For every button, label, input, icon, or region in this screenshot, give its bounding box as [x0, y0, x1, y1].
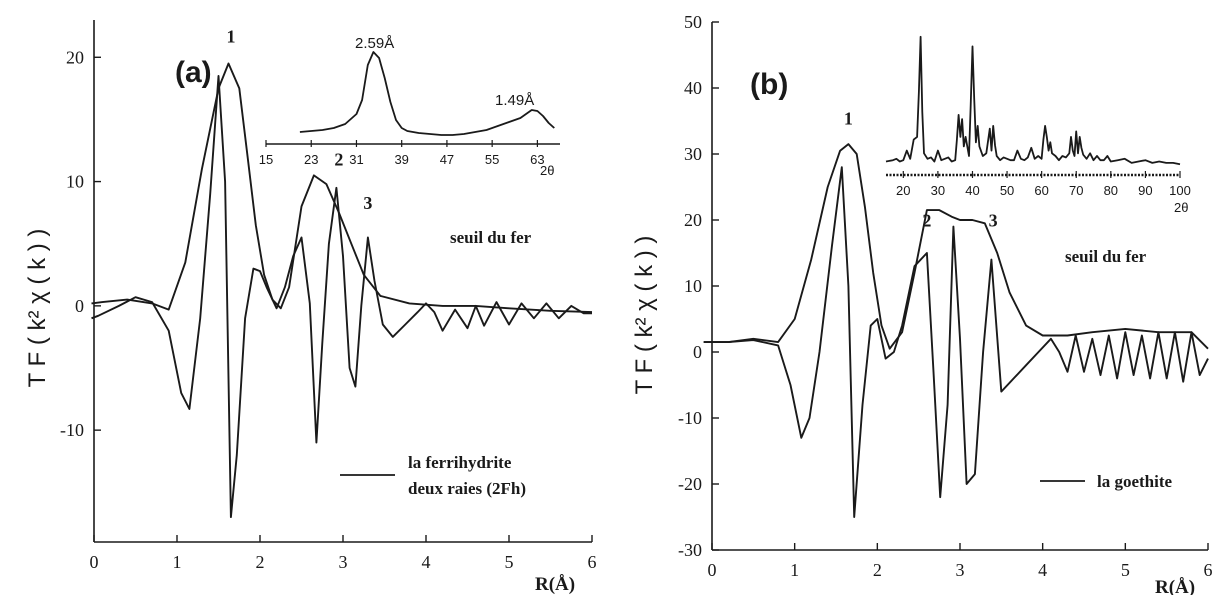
- panel-a-inset-x-tick-label: 31: [349, 152, 363, 167]
- panel-a-inset: 2.59Å 1.49Å 2θ 15 23 31 39 47 55 63: [259, 35, 560, 178]
- panel-b-inset-x-tick-label: 40: [965, 183, 979, 198]
- panel-b-ylabel: T F ( k² χ ( k ) ): [631, 236, 658, 395]
- panel-a-ylabel: T F ( k² χ ( k ) ): [24, 229, 51, 388]
- panel-a: (a) T F ( k² χ ( k ) ) R(Å) seuil du fer…: [24, 20, 597, 595]
- panel-b-peak-label: 3: [989, 211, 998, 231]
- panel-b-annotation: seuil du fer: [1065, 247, 1147, 266]
- panel-a-inset-peak-2: 1.49Å: [495, 92, 534, 109]
- panel-b-inset: 2θ 20 30 40 50 60 70 80 90 100: [885, 35, 1191, 215]
- panel-b-y-tick-label: -10: [678, 408, 702, 428]
- panel-b-inset-x-tick-label: 50: [1000, 183, 1014, 198]
- panel-a-x-tick-label: 0: [90, 552, 99, 572]
- panel-a-x-tick-label: 5: [505, 552, 514, 572]
- panel-b-y-tick-label: 0: [693, 342, 702, 362]
- panel-b-series-envelope: [703, 143, 1209, 350]
- panel-b-inset-x-tick-label: 100: [1169, 183, 1191, 198]
- panel-a-inset-x-tick-label: 39: [394, 152, 408, 167]
- panel-a-annotation: seuil du fer: [450, 228, 532, 247]
- panel-a-inset-peak-1: 2.59Å: [355, 35, 394, 52]
- panel-b-y-tick-label: 30: [684, 144, 702, 164]
- panel-a-inset-x-tick-label: 63: [530, 152, 544, 167]
- panel-b-inset-x-tick-label: 60: [1034, 183, 1048, 198]
- panel-b-inset-x-tick-label: 20: [896, 183, 910, 198]
- panel-a-peak-label: 2: [334, 149, 343, 169]
- panel-a-x-tick-label: 3: [339, 552, 348, 572]
- panel-a-x-tick-label: 2: [256, 552, 265, 572]
- panel-b-peak-label: 1: [844, 108, 853, 128]
- panel-b-x-tick-label: 2: [873, 560, 882, 580]
- panel-b-x-tick-label: 5: [1121, 560, 1130, 580]
- panel-a-x-tick-label: 6: [588, 552, 597, 572]
- panel-b-x-tick-label: 1: [790, 560, 799, 580]
- panel-a-inset-series: [299, 51, 555, 136]
- panel-b-series-imaginary-part: [703, 166, 1209, 518]
- panel-a-legend-line1: la ferrihydrite: [408, 453, 512, 472]
- panel-b-x-tick-label: 6: [1204, 560, 1213, 580]
- panel-b-inset-x-tick-label: 70: [1069, 183, 1083, 198]
- panel-a-y-tick-label: 20: [66, 47, 84, 67]
- panel-a-inset-x-tick-label: 55: [485, 152, 499, 167]
- panel-a-series-imaginary-part: [91, 74, 592, 519]
- panel-a-peak-label: 3: [363, 193, 372, 213]
- panel-b-peak-label: 2: [922, 211, 931, 231]
- panel-a-label: (a): [175, 56, 212, 89]
- panel-a-x-tick-label: 1: [173, 552, 182, 572]
- panel-b-y-tick-label: 40: [684, 78, 702, 98]
- panel-b-x-tick-label: 3: [956, 560, 965, 580]
- panel-a-inset-xlabel: 2θ: [540, 163, 554, 178]
- panel-a-inset-x-tick-label: 47: [440, 152, 454, 167]
- panel-b-inset-series: [885, 35, 1181, 166]
- panel-a-x-tick-label: 4: [422, 552, 431, 572]
- panel-b-x-tick-label: 0: [708, 560, 717, 580]
- panel-a-xlabel: R(Å): [535, 574, 575, 595]
- panel-a-y-tick-label: 0: [75, 296, 84, 316]
- panel-a-inset-x-tick-label: 23: [304, 152, 318, 167]
- panel-b-y-tick-label: -20: [678, 474, 702, 494]
- panel-a-inset-x-tick-label: 15: [259, 152, 273, 167]
- panel-b-y-tick-label: 10: [684, 276, 702, 296]
- panel-b-x-tick-label: 4: [1038, 560, 1047, 580]
- panel-b-inset-x-tick-label: 30: [931, 183, 945, 198]
- panel-b-inset-x-tick-label: 90: [1138, 183, 1152, 198]
- panel-b-inset-xlabel: 2θ: [1174, 200, 1188, 215]
- panel-b-inset-x-tick-label: 80: [1104, 183, 1118, 198]
- panel-b-y-tick-label: 20: [684, 210, 702, 230]
- panel-a-y-tick-label: -10: [60, 420, 84, 440]
- panel-a-series-envelope: [91, 62, 593, 314]
- panel-b: (b) T F ( k² χ ( k ) ) R(Å) seuil du fer…: [631, 12, 1213, 595]
- panel-b-xlabel: R(Å): [1155, 577, 1195, 595]
- panel-a-legend-line2: deux raies (2Fh): [408, 479, 526, 498]
- panel-b-y-tick-label: 50: [684, 12, 702, 32]
- panel-b-y-tick-label: -30: [678, 540, 702, 560]
- panel-b-legend-line1: la goethite: [1097, 472, 1173, 491]
- panel-a-y-tick-label: 10: [66, 172, 84, 192]
- panel-a-peak-label: 1: [226, 26, 235, 46]
- panel-b-label: (b): [750, 68, 788, 101]
